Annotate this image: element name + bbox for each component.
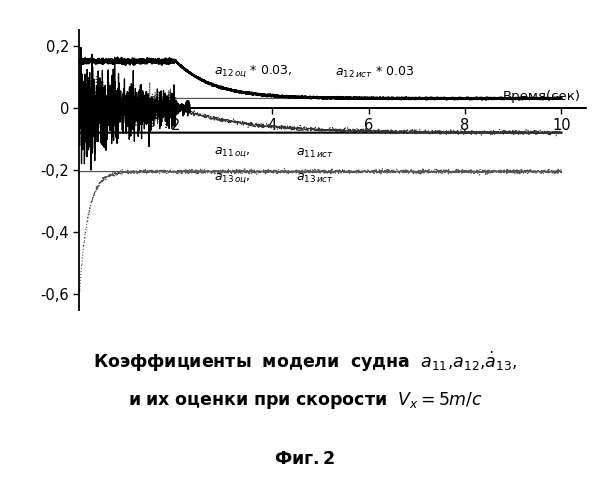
Text: $a_{13\,оц}$,: $a_{13\,оц}$,: [214, 172, 251, 186]
Text: $a_{11\,ист}$: $a_{11\,ист}$: [296, 146, 334, 160]
Text: Время(сек): Время(сек): [503, 90, 581, 104]
Text: $\bf{Коэффициенты\ \ модели\ \ судна}$  $a_{11}$,$a_{12}$,$\dot{a}_{13}$,: $\bf{Коэффициенты\ \ модели\ \ судна}$ $…: [93, 350, 517, 374]
Text: $a_{12\,оц}$ * 0.03,: $a_{12\,оц}$ * 0.03,: [214, 64, 293, 80]
Text: $a_{11\,оц}$,: $a_{11\,оц}$,: [214, 146, 251, 160]
Text: $\bf{Фиг.2}$: $\bf{Фиг.2}$: [274, 450, 336, 468]
Text: $\bf{и\ их\ оценки\ при\ скорости}$  $V_x = 5m/c$: $\bf{и\ их\ оценки\ при\ скорости}$ $V_x…: [128, 390, 482, 411]
Text: $a_{13\,ист}$: $a_{13\,ист}$: [296, 172, 334, 186]
Text: $a_{12\,ист}$ * 0.03: $a_{12\,ист}$ * 0.03: [335, 64, 414, 80]
